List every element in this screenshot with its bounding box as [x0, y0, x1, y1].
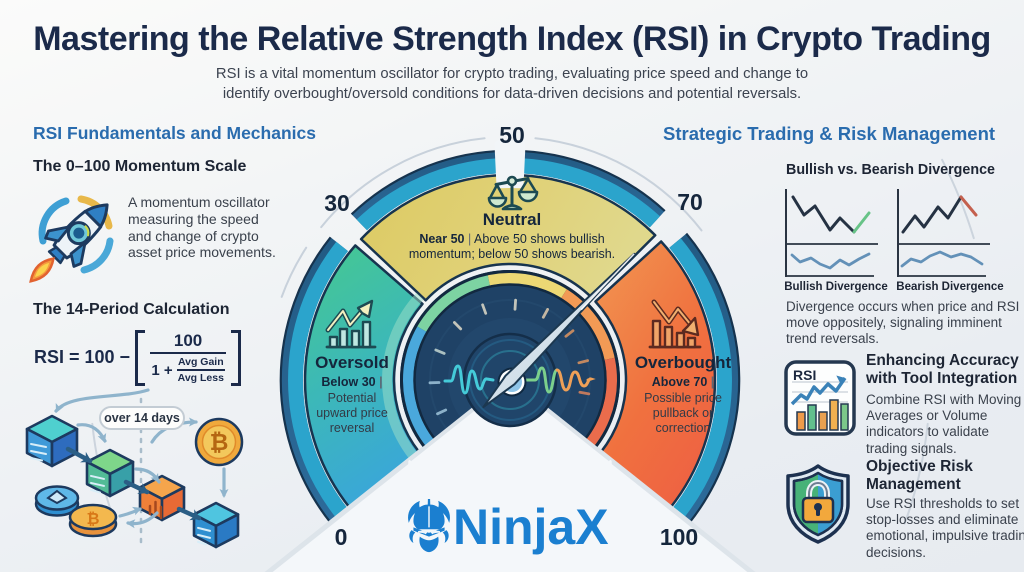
svg-text:₿: ₿: [210, 429, 229, 455]
svg-text:₿: ₿: [86, 510, 99, 528]
svg-text:RSI: RSI: [793, 367, 816, 383]
